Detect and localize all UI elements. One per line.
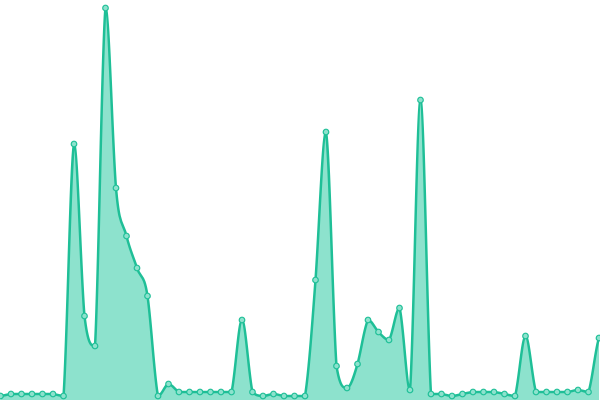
data-point bbox=[585, 388, 592, 396]
data-point bbox=[102, 4, 109, 12]
data-point bbox=[238, 316, 246, 324]
data-point bbox=[417, 96, 424, 104]
data-point bbox=[7, 390, 15, 398]
data-point bbox=[49, 390, 57, 398]
data-point bbox=[511, 392, 519, 400]
data-point bbox=[301, 392, 309, 400]
data-point bbox=[543, 388, 550, 396]
data-point bbox=[448, 392, 456, 400]
data-point bbox=[91, 342, 99, 350]
data-point bbox=[249, 388, 256, 396]
data-point bbox=[291, 392, 298, 400]
data-point bbox=[165, 380, 172, 388]
data-point bbox=[553, 388, 561, 396]
data-point bbox=[259, 392, 267, 400]
data-point bbox=[81, 312, 88, 320]
data-point bbox=[501, 390, 508, 398]
data-point bbox=[564, 388, 571, 396]
data-point bbox=[595, 334, 600, 342]
data-point bbox=[532, 388, 540, 396]
data-point bbox=[427, 390, 435, 398]
data-point bbox=[144, 292, 151, 300]
data-point bbox=[480, 388, 487, 396]
data-point bbox=[60, 392, 67, 400]
data-point bbox=[175, 388, 183, 396]
data-point bbox=[112, 184, 120, 192]
data-point bbox=[343, 384, 351, 392]
data-point bbox=[228, 388, 235, 396]
data-point bbox=[406, 386, 414, 394]
data-point bbox=[522, 332, 529, 340]
data-point bbox=[375, 328, 382, 336]
data-point bbox=[312, 276, 319, 284]
data-point bbox=[70, 140, 78, 148]
data-point bbox=[39, 390, 46, 398]
data-point bbox=[354, 360, 361, 368]
data-point bbox=[574, 386, 582, 394]
data-point bbox=[154, 392, 162, 400]
data-point bbox=[207, 388, 214, 396]
data-point bbox=[469, 388, 477, 396]
data-point bbox=[438, 390, 445, 398]
data-point bbox=[364, 316, 372, 324]
data-point bbox=[196, 388, 204, 396]
data-point bbox=[459, 390, 466, 398]
data-point bbox=[0, 392, 4, 400]
area-line bbox=[0, 6, 600, 398]
data-point bbox=[186, 388, 193, 396]
data-point bbox=[123, 232, 130, 240]
data-point bbox=[333, 362, 340, 370]
data-point bbox=[270, 390, 277, 398]
data-point bbox=[133, 264, 141, 272]
data-point bbox=[18, 390, 25, 398]
data-point bbox=[490, 388, 498, 396]
data-point bbox=[28, 390, 36, 398]
data-point bbox=[396, 304, 403, 312]
data-point bbox=[217, 388, 225, 396]
data-point bbox=[280, 392, 288, 400]
data-point bbox=[322, 128, 330, 136]
data-point bbox=[385, 336, 393, 344]
